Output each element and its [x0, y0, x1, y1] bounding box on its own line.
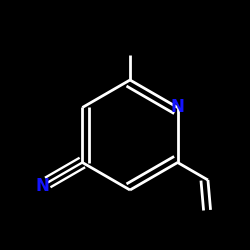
Text: N: N — [36, 176, 49, 194]
Text: N: N — [171, 98, 184, 116]
